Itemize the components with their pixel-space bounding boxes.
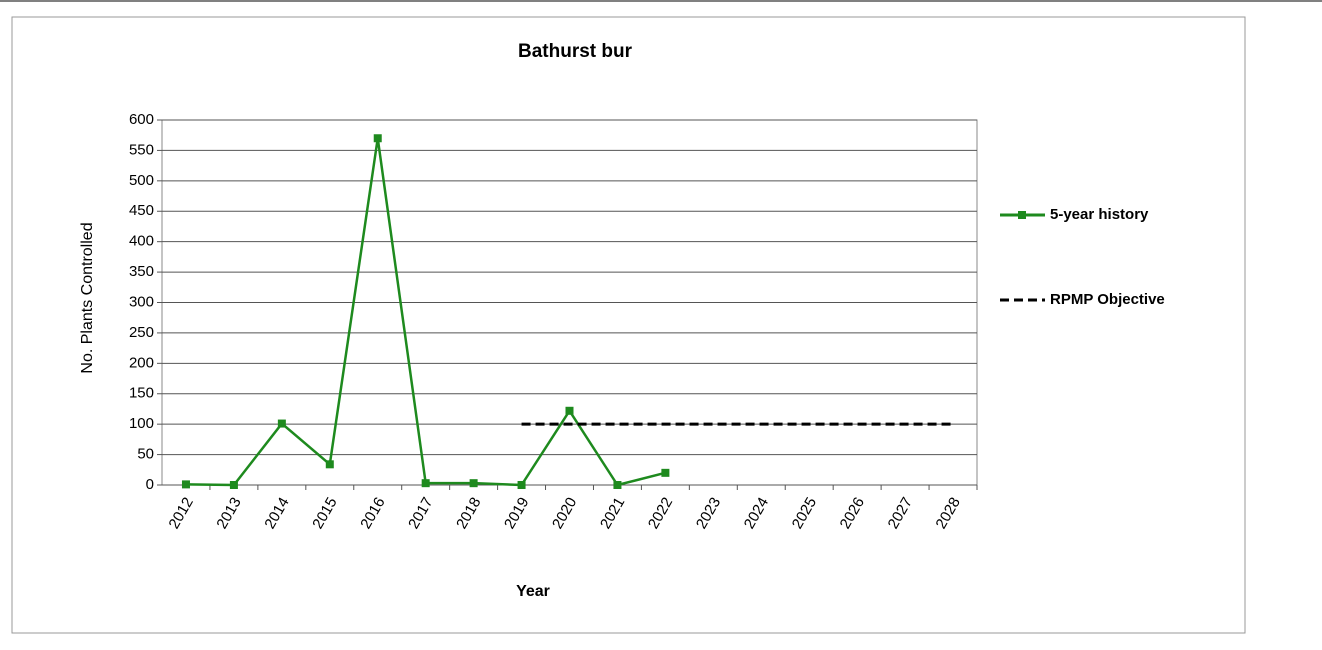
point-marker xyxy=(469,479,478,488)
point-marker xyxy=(229,481,238,489)
y-tick-label: 0 xyxy=(146,476,154,493)
point-marker xyxy=(181,480,190,489)
y-tick-label: 600 xyxy=(129,111,154,128)
x-axis-title: Year xyxy=(516,583,550,600)
point-marker xyxy=(277,419,286,428)
point-marker xyxy=(661,468,670,477)
y-tick-label: 450 xyxy=(129,202,154,219)
y-tick-label: 350 xyxy=(129,263,154,280)
y-tick-label: 400 xyxy=(129,233,154,250)
point-marker xyxy=(373,134,382,143)
legend-label: 5-year history xyxy=(1050,206,1149,223)
y-tick-label: 300 xyxy=(129,293,154,310)
point-marker xyxy=(565,406,574,415)
y-tick-label: 500 xyxy=(129,172,154,189)
point-marker xyxy=(517,481,526,489)
y-tick-label: 550 xyxy=(129,141,154,158)
point-marker xyxy=(421,479,430,488)
legend-label: RPMP Objective xyxy=(1050,291,1165,308)
legend-marker xyxy=(1018,211,1026,219)
y-tick-label: 50 xyxy=(137,446,154,463)
y-tick-label: 100 xyxy=(129,415,154,432)
chart-title: Bathurst bur xyxy=(518,41,633,62)
y-axis-title: No. Plants Controlled xyxy=(79,222,96,373)
point-marker xyxy=(325,460,334,469)
y-tick-label: 250 xyxy=(129,324,154,341)
y-tick-label: 150 xyxy=(129,385,154,402)
y-tick-label: 200 xyxy=(129,354,154,371)
point-marker xyxy=(613,481,622,489)
